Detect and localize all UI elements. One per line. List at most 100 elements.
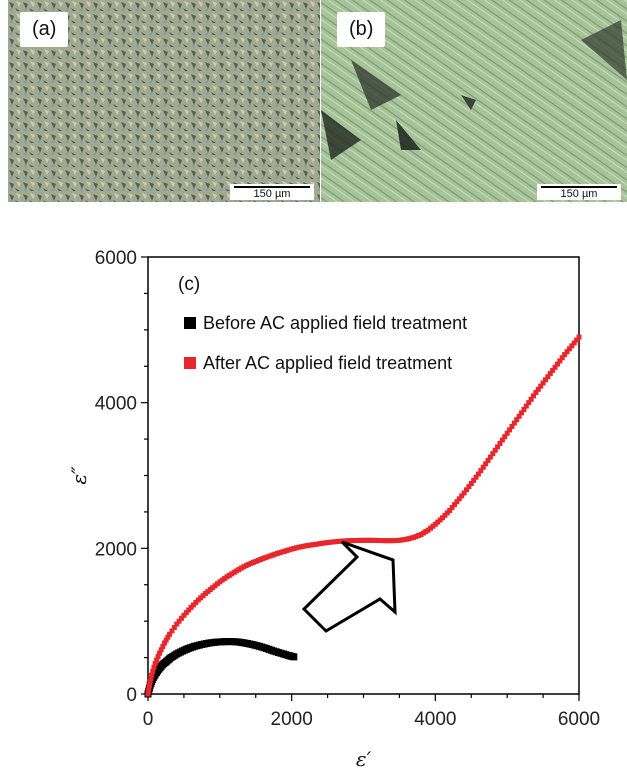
data-point — [531, 393, 537, 399]
data-point — [471, 477, 477, 483]
data-point — [559, 355, 565, 361]
x-axis-title: ε′ — [356, 747, 372, 771]
data-point — [485, 457, 491, 463]
arrow-annotation — [301, 540, 397, 633]
dielectric-chart: 0 2000 4000 6000 0 2000 4000 6000 (c) Before AC… — [67, 248, 600, 771]
data-point — [547, 371, 553, 377]
x-tick-label: 4000 — [414, 709, 456, 730]
data-point — [523, 403, 529, 409]
data-point — [449, 505, 455, 511]
data-point — [533, 389, 539, 395]
data-point — [521, 406, 527, 412]
y-tick-label: 6000 — [95, 248, 137, 269]
data-point — [519, 410, 525, 416]
data-point — [511, 420, 517, 426]
scale-bar-b: 150 µm — [537, 184, 621, 200]
data-point — [152, 660, 158, 666]
data-point — [478, 468, 484, 474]
data-point — [502, 434, 508, 440]
panel-label-b: (b) — [337, 12, 386, 47]
data-point — [569, 343, 575, 349]
legend-swatch-before — [184, 317, 196, 329]
data-point — [499, 437, 505, 443]
data-point — [564, 349, 570, 355]
data-point — [145, 691, 151, 697]
data-point — [514, 417, 520, 423]
y-tick-label: 2000 — [95, 539, 137, 560]
data-point — [576, 334, 582, 340]
data-point — [507, 427, 513, 433]
data-point — [463, 487, 469, 493]
y-axis-title: ε″ — [67, 466, 91, 485]
data-point — [147, 679, 153, 685]
chart-axes: 0 2000 4000 6000 0 2000 4000 6000 — [95, 248, 600, 730]
data-point — [542, 377, 548, 383]
data-point — [183, 610, 189, 616]
data-point — [487, 454, 493, 460]
data-point — [550, 367, 556, 373]
data-point — [176, 618, 182, 624]
data-point — [186, 607, 192, 613]
data-point — [461, 490, 467, 496]
data-point — [495, 444, 501, 450]
series-before — [144, 638, 298, 698]
data-point — [447, 507, 453, 513]
data-point — [456, 496, 462, 502]
data-point — [160, 643, 166, 649]
data-point — [562, 352, 568, 358]
data-point — [162, 640, 168, 646]
data-point — [171, 624, 177, 630]
panel-label-a: (a) — [20, 12, 69, 47]
data-point — [540, 380, 546, 386]
data-point — [181, 612, 187, 618]
data-point — [179, 615, 185, 621]
data-point — [483, 461, 489, 467]
data-point — [509, 423, 515, 429]
data-point — [454, 499, 460, 505]
data-point — [165, 634, 171, 640]
data-point — [504, 430, 510, 436]
data-point — [149, 672, 155, 678]
data-point — [566, 346, 572, 352]
data-point — [151, 664, 157, 670]
data-point — [169, 628, 175, 634]
data-point — [167, 631, 173, 637]
data-point — [552, 364, 558, 370]
data-point — [174, 621, 180, 627]
data-point — [497, 440, 503, 446]
legend-label-before: Before AC applied field treatment — [203, 313, 467, 333]
data-point — [451, 502, 457, 508]
y-tick-label: 4000 — [95, 394, 137, 415]
data-point — [148, 675, 154, 681]
data-point — [150, 668, 156, 674]
panel-label-c: (c) — [178, 274, 200, 295]
data-point — [156, 650, 162, 656]
data-point — [146, 685, 152, 691]
data-point — [526, 400, 532, 406]
data-point — [145, 688, 151, 694]
x-tick-label: 2000 — [271, 709, 313, 730]
micrograph-a: (a) 150 µm — [8, 0, 320, 202]
data-point — [571, 340, 577, 346]
data-point — [459, 493, 465, 499]
x-tick-label: 0 — [143, 709, 154, 730]
data-point — [163, 637, 169, 643]
data-point — [290, 653, 298, 661]
scale-bar-a: 150 µm — [230, 184, 314, 200]
data-point — [154, 657, 160, 663]
data-point — [158, 647, 164, 653]
data-point — [490, 451, 496, 457]
data-point — [557, 358, 563, 364]
data-point — [473, 474, 479, 480]
data-point — [538, 383, 544, 389]
data-point — [554, 361, 560, 367]
data-point — [516, 413, 522, 419]
legend-label-after: After AC applied field treatment — [203, 353, 452, 373]
data-point — [480, 464, 486, 470]
legend-swatch-after — [184, 357, 196, 369]
data-point — [492, 447, 498, 453]
data-point — [574, 337, 580, 343]
series-after — [145, 334, 582, 697]
data-point — [466, 484, 472, 490]
y-tick-label: 0 — [126, 685, 137, 706]
